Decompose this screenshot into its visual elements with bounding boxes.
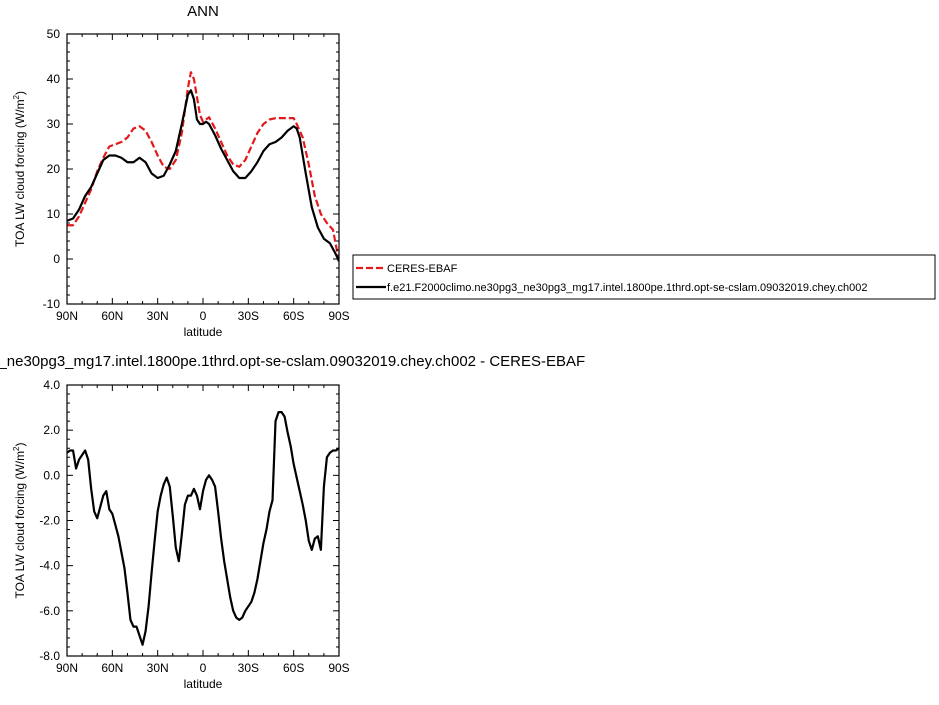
y-tick-label: 30 bbox=[47, 117, 61, 131]
y-axis-label-close: ) bbox=[13, 91, 27, 95]
x-axis-label: latitude bbox=[184, 677, 223, 691]
x-tick-label: 90N bbox=[56, 309, 78, 323]
series-line-model bbox=[67, 411, 339, 646]
x-tick-label: 0 bbox=[200, 661, 207, 675]
plot-frame bbox=[66, 33, 340, 305]
x-tick-label: 30S bbox=[238, 661, 259, 675]
y-axis-label: TOA LW cloud forcing (W/m2) bbox=[12, 91, 27, 247]
y-tick-label: -6.0 bbox=[39, 604, 60, 618]
y-tick-label: 20 bbox=[47, 162, 61, 176]
legend-entry: f.e21.F2000climo.ne30pg3_ne30pg3_mg17.in… bbox=[387, 282, 867, 294]
y-tick-label: -10 bbox=[43, 297, 61, 311]
y-axis-label-close: ) bbox=[13, 442, 27, 446]
legend: CERES-EBAF f.e21.F2000climo.ne30pg3_ne30p… bbox=[352, 254, 936, 300]
x-tick-label: 90S bbox=[328, 309, 349, 323]
y-tick-label: 4.0 bbox=[43, 378, 60, 392]
y-tick-label: 0.0 bbox=[43, 468, 60, 482]
y-tick-label: -2.0 bbox=[39, 514, 60, 528]
y-axis-label-main: TOA LW cloud forcing (W/m bbox=[13, 99, 27, 247]
y-tick-label: 50 bbox=[47, 27, 61, 41]
plot-frame bbox=[66, 384, 340, 657]
x-tick-label: 60S bbox=[283, 309, 304, 323]
legend-box bbox=[352, 254, 936, 300]
y-tick-label: -4.0 bbox=[39, 559, 60, 573]
series-line-ceres-ebaf bbox=[67, 71, 339, 262]
x-tick-label: 60N bbox=[101, 309, 123, 323]
x-tick-label: 90S bbox=[328, 661, 349, 675]
y-axis-label-superscript: 2 bbox=[12, 94, 21, 99]
y-tick-label: 0 bbox=[53, 252, 60, 266]
x-axis-label: latitude bbox=[184, 325, 223, 339]
x-tick-label: 30N bbox=[147, 309, 169, 323]
series-line-model bbox=[67, 89, 339, 262]
x-tick-label: 0 bbox=[200, 309, 207, 323]
y-tick-label: 40 bbox=[47, 72, 61, 86]
y-axis-label-superscript: 2 bbox=[12, 446, 21, 451]
y-tick-label: 2.0 bbox=[43, 423, 60, 437]
x-tick-label: 60N bbox=[101, 661, 123, 675]
y-tick-label: -8.0 bbox=[39, 649, 60, 663]
legend-entry: CERES-EBAF bbox=[387, 263, 458, 275]
y-tick-label: 10 bbox=[47, 207, 61, 221]
x-tick-label: 30N bbox=[147, 661, 169, 675]
chart-title: ANN bbox=[187, 3, 219, 20]
y-axis-label-main: TOA LW cloud forcing (W/m bbox=[13, 451, 27, 599]
x-tick-label: 60S bbox=[283, 661, 304, 675]
chart-title: f.e21.F2000climo.ne30pg3_ne30pg3_mg17.in… bbox=[0, 353, 585, 370]
bottom-panel: f.e21.F2000climo.ne30pg3_ne30pg3_mg17.in… bbox=[0, 353, 585, 691]
top-panel: ANN 90N 60N 30N 0 30S 60S 90S 50 40 30 20 10 0 -10 lati… bbox=[12, 3, 350, 339]
x-tick-label: 90N bbox=[56, 661, 78, 675]
y-axis-label: TOA LW cloud forcing (W/m2) bbox=[12, 442, 27, 598]
x-tick-label: 30S bbox=[238, 309, 259, 323]
